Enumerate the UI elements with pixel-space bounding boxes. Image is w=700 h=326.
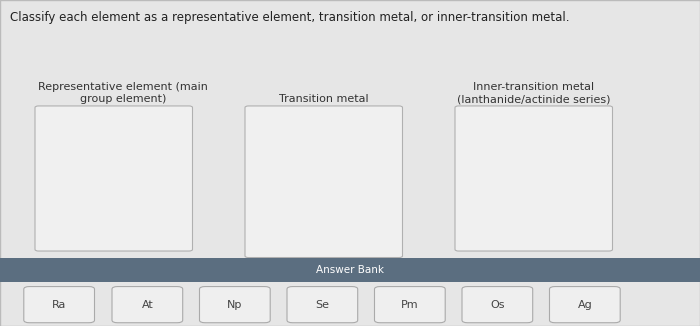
- FancyBboxPatch shape: [462, 287, 533, 323]
- Text: Ra: Ra: [52, 300, 66, 310]
- FancyBboxPatch shape: [550, 287, 620, 323]
- FancyBboxPatch shape: [0, 258, 700, 282]
- FancyBboxPatch shape: [24, 287, 94, 323]
- Text: At: At: [141, 300, 153, 310]
- FancyBboxPatch shape: [455, 106, 612, 251]
- FancyBboxPatch shape: [35, 106, 193, 251]
- Text: Transition metal: Transition metal: [279, 94, 369, 104]
- Text: Classify each element as a representative element, transition metal, or inner-tr: Classify each element as a representativ…: [10, 11, 570, 24]
- Text: Ag: Ag: [578, 300, 592, 310]
- FancyBboxPatch shape: [287, 287, 358, 323]
- Text: Os: Os: [490, 300, 505, 310]
- FancyBboxPatch shape: [112, 287, 183, 323]
- FancyBboxPatch shape: [374, 287, 445, 323]
- Text: Representative element (main
group element): Representative element (main group eleme…: [38, 82, 209, 104]
- Text: Inner-transition metal
(lanthanide/actinide series): Inner-transition metal (lanthanide/actin…: [457, 82, 610, 104]
- Text: Se: Se: [315, 300, 329, 310]
- Text: Answer Bank: Answer Bank: [316, 265, 384, 275]
- FancyBboxPatch shape: [245, 106, 402, 258]
- Text: Np: Np: [228, 300, 242, 310]
- Text: Pm: Pm: [401, 300, 419, 310]
- FancyBboxPatch shape: [199, 287, 270, 323]
